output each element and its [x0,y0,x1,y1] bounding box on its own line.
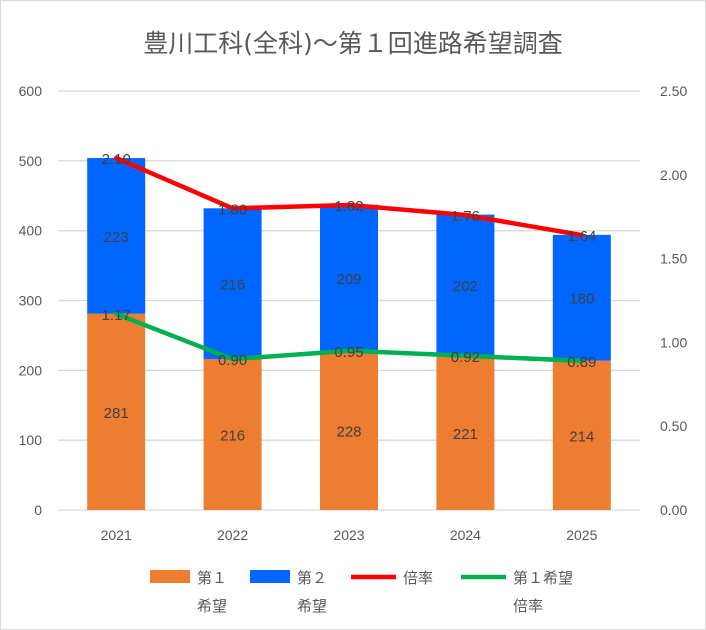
x-tick-label: 2023 [333,527,364,543]
legend-label: 希望 [297,597,327,615]
line-data-label: 1.80 [218,201,247,218]
y2-tick-label: 1.00 [660,334,687,350]
y-tick-label: 600 [19,83,43,99]
legend-label: 第１ [197,569,227,587]
bar-data-label: 180 [569,291,594,308]
line-data-label: 2.10 [102,151,131,168]
bar-data-label: 223 [104,229,129,246]
legend-label: 第１希望 [513,569,573,587]
bar-第１希望 [320,350,378,510]
y-tick-label: 100 [19,432,43,448]
y-tick-label: 200 [19,362,43,378]
y2-tick-label: 2.50 [660,83,687,99]
bar-data-label: 214 [569,428,594,445]
bar-data-label: 221 [453,426,478,443]
line-data-label: 0.92 [451,349,480,366]
legend-label: 第２ [297,569,327,587]
bar-data-label: 209 [336,271,361,288]
x-tick-label: 2024 [450,527,481,543]
bar-data-label: 216 [220,277,245,294]
y2-tick-label: 1.50 [660,251,687,267]
y2-tick-label: 0.50 [660,418,687,434]
line-data-label: 0.89 [567,354,596,371]
bar-data-label: 216 [220,428,245,445]
bar-data-label: 202 [453,278,478,295]
bar-第１希望 [87,313,146,510]
y-tick-label: 300 [19,293,43,309]
line-data-label: 1.82 [334,198,363,215]
bar-第２希望 [87,158,146,314]
y2-tick-label: 0.00 [660,502,687,518]
bar-第２希望 [203,208,262,360]
legend-label: 倍率 [513,597,543,615]
bar-第１希望 [552,360,611,510]
legend-label: 希望 [197,597,227,615]
legend-swatch [150,570,190,583]
line-data-label: 1.64 [567,228,596,245]
line-data-label: 1.17 [102,307,131,324]
legend-swatch [250,570,290,583]
bar-data-label: 281 [104,405,129,422]
y-tick-label: 500 [19,153,43,169]
bar-第２希望 [436,214,495,356]
x-tick-label: 2021 [101,527,132,543]
y-tick-label: 0 [34,502,42,518]
x-tick-label: 2025 [566,527,597,543]
bar-第１希望 [203,359,262,510]
y-tick-label: 400 [19,223,43,239]
line-data-label: 0.90 [218,352,247,369]
x-tick-label: 2022 [217,527,248,543]
line-第１希望倍率 [113,311,585,364]
bar-data-label: 228 [336,423,361,440]
chart-title: 豊川工科(全科)～第１回進路希望調査 [143,29,563,58]
line-data-label: 0.95 [334,344,363,361]
bar-第１希望 [436,355,495,510]
bar-第２希望 [552,234,611,361]
line-倍率 [113,155,585,238]
y2-tick-label: 2.00 [660,167,687,183]
line-data-label: 1.76 [451,208,480,225]
bar-第２希望 [320,204,378,351]
legend-label: 倍率 [403,569,433,587]
